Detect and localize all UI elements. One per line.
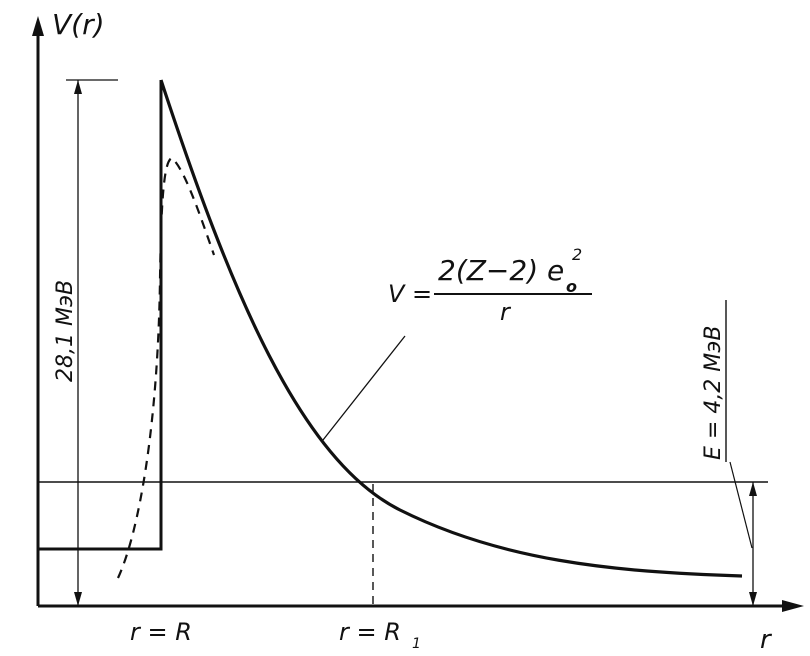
coulomb-potential-curve <box>159 79 743 578</box>
formula-leader-line <box>322 335 406 441</box>
potential-well <box>38 80 163 551</box>
x-axis-arrowhead <box>782 600 804 612</box>
energy-label: E = 4,2 МэВ <box>701 326 726 460</box>
formula-denominator: r <box>500 298 512 326</box>
r-equals-R1-label: r = R <box>339 618 401 646</box>
y-axis-arrowhead <box>32 16 44 36</box>
energy-label-leader <box>729 461 753 549</box>
r1-subscript: 1 <box>412 636 421 652</box>
formula-superscript: 2 <box>572 245 582 264</box>
realistic-potential-dashed <box>116 156 216 579</box>
formula-numerator: 2(Z−2) e <box>438 254 564 287</box>
energy-arrow-top <box>749 482 757 496</box>
barrier-height-arrow-top <box>74 80 82 94</box>
y-axis-label: V(r) <box>52 8 105 41</box>
energy-arrow-bottom <box>749 592 757 606</box>
formula-subscript: o <box>566 277 577 296</box>
barrier-height-label: 28,1 МэВ <box>53 280 78 382</box>
formula-lhs: V = <box>388 280 432 308</box>
r-equals-R-label: r = R <box>130 618 192 646</box>
barrier-height-arrow-bottom <box>74 592 82 606</box>
x-axis-label: r <box>760 625 773 655</box>
